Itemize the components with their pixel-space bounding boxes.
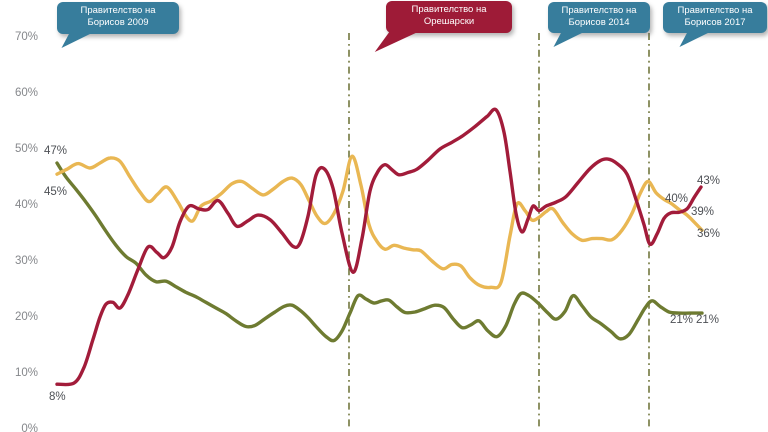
callout-text: Борисов 2014 bbox=[568, 16, 630, 28]
y-axis-tick-label: 70% bbox=[14, 31, 38, 43]
callout-text: Правителство на bbox=[561, 5, 637, 16]
value-label: 40% bbox=[665, 193, 689, 205]
y-axis-tick-label: 40% bbox=[14, 199, 38, 211]
value-label: 21% bbox=[670, 314, 694, 326]
y-axis-tick-label: 50% bbox=[14, 143, 38, 155]
y-axis-tick-label: 0% bbox=[21, 423, 38, 432]
callout-borisov-2014: Правителство на Борисов 2014 bbox=[548, 2, 650, 47]
callout-text: Правителство на bbox=[411, 4, 487, 15]
callout-text: Борисов 2017 bbox=[684, 16, 746, 28]
callout-borisov-2009: Правителство на Борисов 2009 bbox=[57, 2, 179, 48]
red-line bbox=[55, 107, 703, 387]
callout-text: Правителство на bbox=[80, 5, 156, 16]
y-axis-tick-label: 30% bbox=[14, 255, 38, 267]
value-label: 43% bbox=[697, 175, 721, 187]
callout-text: Борисов 2009 bbox=[87, 16, 149, 28]
gold-line bbox=[55, 154, 704, 290]
olive-line bbox=[55, 161, 704, 343]
callout-oresharski: Правителство на Орешарски bbox=[374, 1, 512, 52]
callout-borisov-2017: Правителство на Борисов 2017 bbox=[663, 2, 767, 47]
value-label: 45% bbox=[44, 186, 68, 198]
value-label: 8% bbox=[49, 391, 66, 403]
y-axis-tick-label: 60% bbox=[14, 87, 38, 99]
y-axis-tick-label: 20% bbox=[14, 311, 38, 323]
value-label: 47% bbox=[44, 145, 68, 157]
value-label: 36% bbox=[697, 228, 721, 240]
y-axis-tick-label: 10% bbox=[14, 367, 38, 379]
callout-text: Правителство на bbox=[677, 5, 753, 16]
value-label: 21% bbox=[696, 314, 720, 326]
callout-text: Орешарски bbox=[423, 15, 475, 27]
value-label: 39% bbox=[691, 206, 715, 218]
